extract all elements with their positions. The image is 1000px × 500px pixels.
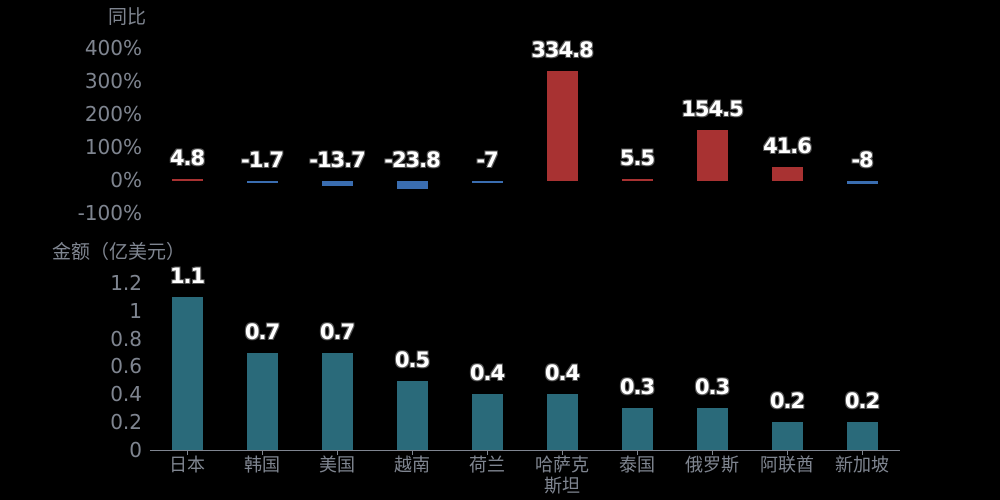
bar [621, 179, 653, 181]
x-tick [187, 450, 188, 455]
bar [321, 181, 353, 186]
data-label: -7 [476, 148, 498, 172]
y-tick-label: 0.8 [110, 326, 142, 351]
data-label: 0.7 [319, 319, 355, 344]
bar [321, 352, 353, 450]
x-tick [787, 450, 788, 455]
data-label: 5.5 [619, 146, 655, 170]
x-category-label: 韩国 [244, 455, 280, 476]
y-tick-label: -100% [77, 201, 142, 225]
x-tick [862, 450, 863, 455]
y-tick-label: 100% [84, 135, 142, 159]
data-label: -8 [851, 148, 873, 172]
x-tick [637, 450, 638, 455]
x-tick [562, 450, 563, 455]
data-label: 0.4 [469, 361, 505, 386]
bar [846, 181, 878, 184]
x-tick [262, 450, 263, 455]
data-label: 0.3 [619, 375, 655, 400]
data-label: 0.2 [769, 389, 805, 414]
bar [246, 181, 278, 183]
data-label: 0.2 [844, 389, 880, 414]
x-tick [412, 450, 413, 455]
y-tick-label: 0.4 [110, 382, 142, 407]
x-category-label: 阿联酋 [760, 455, 814, 476]
y-tick-label: 300% [84, 69, 142, 93]
data-label: 4.8 [169, 146, 205, 170]
bar [396, 181, 428, 189]
bar [696, 408, 728, 450]
bar [396, 380, 428, 450]
data-label: 41.6 [763, 134, 812, 159]
bar [771, 422, 803, 450]
bar [471, 181, 503, 184]
x-category-label: 越南 [394, 455, 430, 476]
x-category-label: 荷兰 [469, 455, 505, 476]
x-tick [487, 450, 488, 455]
data-label: -23.8 [384, 148, 441, 172]
data-label: 334.8 [531, 37, 593, 62]
x-category-label: 俄罗斯 [685, 455, 739, 476]
bar [171, 179, 203, 181]
x-category-label: 新加坡 [835, 455, 889, 476]
y-tick-label: 0 [129, 437, 142, 462]
y-tick-label: 0.6 [110, 354, 142, 379]
data-label: 1.1 [169, 264, 205, 289]
data-label: -13.7 [309, 148, 366, 172]
data-label: 0.3 [694, 375, 730, 400]
data-label: 154.5 [681, 97, 743, 121]
y-tick-label: 1 [129, 298, 142, 323]
bar [696, 130, 728, 181]
bar [771, 167, 803, 181]
data-label: 0.7 [244, 319, 280, 344]
bottom-axis-title: 金额（亿美元） [52, 241, 186, 263]
bar [846, 422, 878, 450]
bar [171, 297, 203, 450]
top-axis-title: 同比 [108, 6, 147, 28]
bar [621, 408, 653, 450]
y-tick-label: 0% [110, 168, 142, 192]
x-axis-line [150, 450, 900, 451]
y-tick-label: 0.2 [110, 410, 142, 434]
data-label: 0.5 [394, 347, 430, 372]
bar [546, 70, 578, 181]
x-tick [337, 450, 338, 455]
bar [471, 394, 503, 450]
y-tick-label: 400% [84, 36, 142, 60]
x-category-label: 哈萨克 斯坦 [535, 455, 589, 497]
x-tick [712, 450, 713, 455]
x-category-label: 日本 [169, 455, 205, 476]
data-label: 0.4 [544, 361, 580, 386]
y-tick-label: 200% [84, 102, 142, 126]
bar [246, 352, 278, 450]
x-category-label: 美国 [319, 455, 355, 476]
bar [546, 394, 578, 450]
x-category-label: 泰国 [619, 455, 655, 476]
y-tick-label: 1.2 [110, 271, 142, 295]
data-label: -1.7 [241, 148, 284, 172]
